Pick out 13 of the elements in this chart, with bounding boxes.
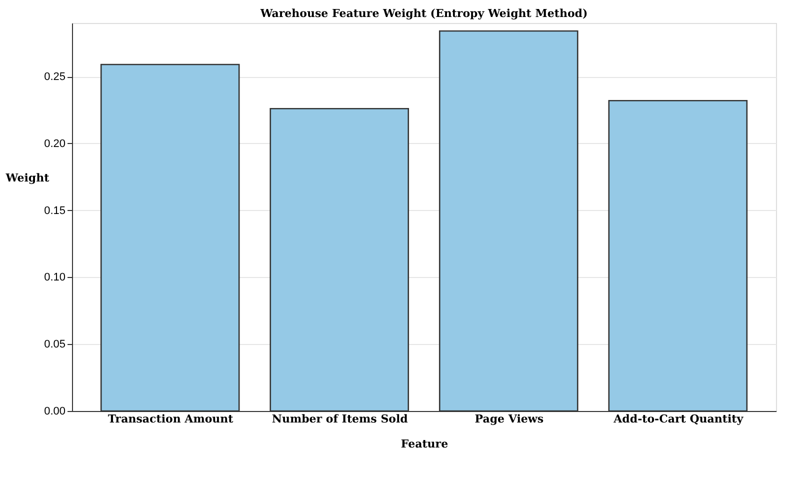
y-axis-title: Weight (4, 172, 50, 184)
y-tick-label: 0.05 (44, 338, 66, 351)
x-tick-label: Transaction Amount (108, 412, 234, 426)
x-axis-title: Feature (400, 438, 448, 450)
y-tick-label: 0.15 (44, 204, 66, 217)
x-tick-label: Number of Items Sold (272, 412, 408, 426)
x-tick-label: Page Views (474, 412, 544, 426)
chart-title: Warehouse Feature Weight (Entropy Weight Method) (259, 7, 588, 20)
x-tick-label: Add-to-Cart Quantity (612, 412, 744, 426)
y-tick-label: 0.10 (44, 272, 66, 284)
y-tick-label: 0.00 (44, 406, 66, 418)
y-tick-label: 0.25 (44, 71, 66, 84)
y-tick-label: 0.20 (44, 138, 66, 150)
